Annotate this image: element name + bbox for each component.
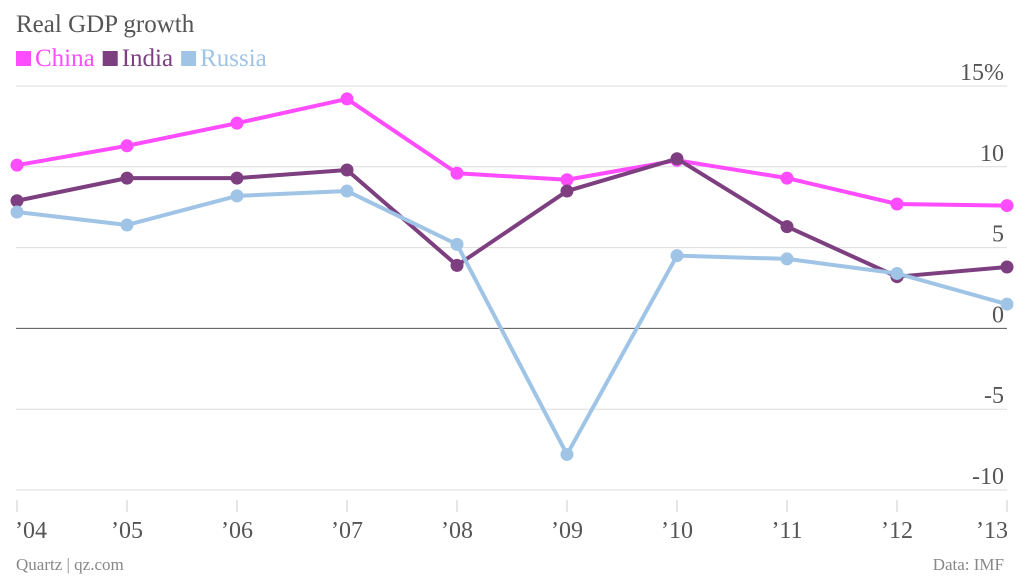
data-point-china: [560, 173, 574, 187]
y-tick-label: 5: [992, 222, 1004, 248]
data-point-india: [340, 163, 354, 177]
legend-swatch-russia: [181, 51, 197, 66]
data-point-russia: [560, 447, 574, 461]
series-line-china: [15, 96, 1009, 208]
x-tick-label: ’04: [15, 518, 47, 544]
data-point-india: [780, 220, 794, 234]
y-tick-label: 10: [980, 141, 1004, 167]
y-tick-label: 15%: [960, 60, 1004, 86]
data-point-russia: [10, 205, 24, 219]
x-tick-label: ’12: [881, 518, 913, 544]
data-point-china: [340, 92, 354, 106]
x-tick-label: ’07: [331, 518, 363, 544]
data-point-china: [10, 158, 24, 172]
source-credit: Quartz | qz.com: [16, 555, 124, 574]
x-tick-label: ’11: [771, 518, 802, 544]
data-point-china: [1000, 199, 1014, 213]
data-point-russia: [230, 189, 244, 203]
data-point-china: [120, 139, 134, 153]
x-tick-label: ’05: [111, 518, 143, 544]
data-point-india: [560, 184, 574, 198]
data-point-india: [1000, 260, 1014, 274]
y-tick-label: 0: [992, 302, 1004, 328]
data-point-india: [120, 171, 134, 185]
data-point-russia: [120, 218, 134, 232]
data-point-russia: [780, 252, 794, 266]
legend-label-china: China: [35, 45, 95, 72]
data-point-russia: [670, 249, 684, 263]
legend-label-india: India: [122, 45, 173, 72]
data-point-india: [450, 258, 464, 272]
legend: China India Russia: [16, 45, 267, 72]
x-tick-label: ’13: [976, 518, 1008, 544]
series-line-russia: [15, 189, 1009, 457]
data-point-russia: [890, 266, 904, 280]
legend-swatch-india: [102, 51, 118, 66]
x-tick-label: ’08: [441, 518, 473, 544]
data-point-china: [780, 171, 794, 185]
y-tick-label: -10: [972, 464, 1004, 490]
x-tick-label: ’09: [551, 518, 583, 544]
data-point-india: [230, 171, 244, 185]
gridlines: [16, 85, 1007, 491]
data-point-russia: [450, 237, 464, 251]
series-group: [10, 92, 1014, 461]
legend-swatch-china: [16, 51, 31, 66]
y-tick-label: -5: [984, 383, 1004, 409]
x-axis-ticks: ’04 ’05 ’06 ’07 ’08 ’09 ’10 ’11 ’12 ’13: [15, 500, 1008, 544]
y-axis-ticks: 15% 10 5 0 -5 -10: [960, 60, 1004, 490]
legend-label-russia: Russia: [200, 45, 267, 72]
data-point-russia: [1000, 297, 1014, 311]
x-tick-label: ’10: [661, 518, 693, 544]
x-tick-label: ’06: [221, 518, 253, 544]
chart-title: Real GDP growth: [16, 11, 195, 38]
data-point-india: [10, 194, 24, 208]
data-point-china: [890, 197, 904, 211]
series-russia: [10, 184, 1014, 461]
series-india: [10, 152, 1014, 284]
data-source: Data: IMF: [933, 555, 1004, 574]
data-point-china: [450, 166, 464, 180]
data-point-russia: [340, 184, 354, 198]
data-point-china: [230, 116, 244, 130]
series-china: [10, 92, 1014, 213]
data-point-india: [670, 152, 684, 166]
series-line-india: [15, 156, 1009, 279]
